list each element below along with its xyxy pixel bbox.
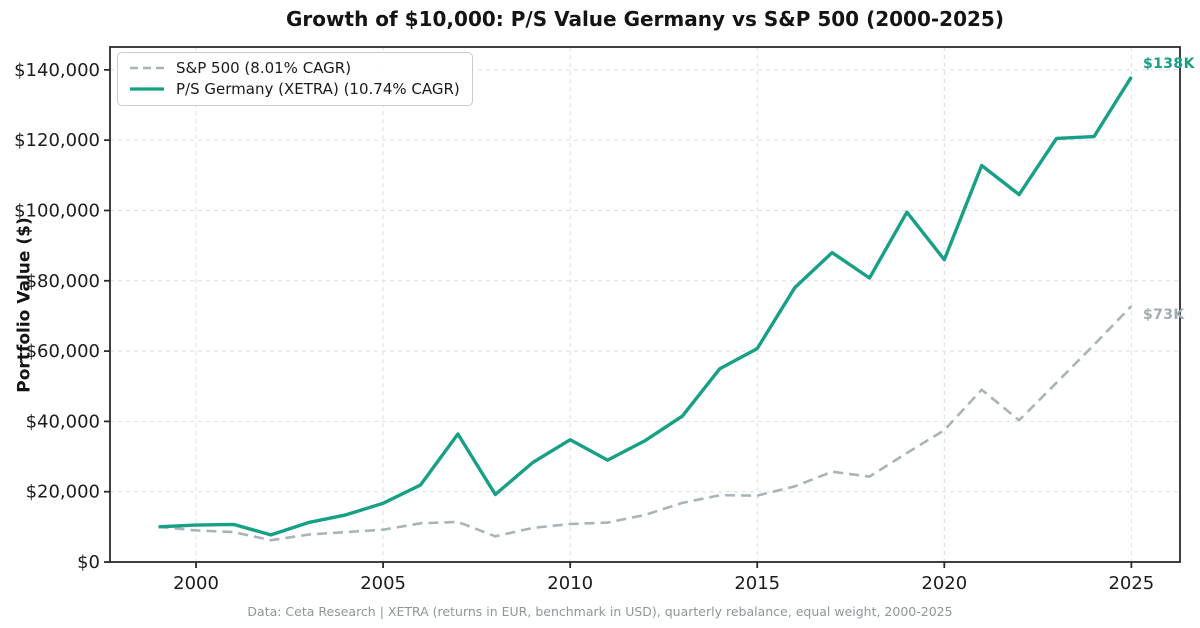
y-tick-label: $80,000: [26, 271, 100, 292]
legend-item-germany: P/S Germany (XETRA) (10.74% CAGR): [129, 80, 460, 98]
legend-box: S&P 500 (8.01% CAGR) P/S Germany (XETRA)…: [117, 52, 473, 106]
y-tick-label: $100,000: [14, 200, 100, 221]
x-tick-label: 2025: [1108, 573, 1154, 594]
chart-footnote: Data: Ceta Research | XETRA (returns in …: [247, 604, 953, 619]
x-tick-label: 2010: [547, 573, 593, 594]
end-label-sp500: $73K: [1143, 307, 1185, 323]
legend-sample-dashed-line: [130, 66, 164, 70]
legend-item-sp500: S&P 500 (8.01% CAGR): [129, 59, 460, 77]
x-tick-label: 2005: [360, 573, 406, 594]
y-tick-label: $60,000: [26, 341, 100, 362]
legend-sample-solid-line: [130, 87, 164, 91]
chart-title: Growth of $10,000: P/S Value Germany vs …: [286, 7, 1004, 31]
end-label-germany: $138K: [1143, 56, 1195, 72]
legend-label-sp500: S&P 500 (8.01% CAGR): [176, 59, 352, 77]
x-tick-label: 2020: [921, 573, 967, 594]
series-line-sp500: [158, 305, 1133, 542]
y-tick-label: $20,000: [26, 482, 100, 503]
y-tick-label: $140,000: [14, 60, 100, 81]
y-tick-label: $120,000: [14, 130, 100, 151]
legend-label-germany: P/S Germany (XETRA) (10.74% CAGR): [176, 80, 460, 98]
x-tick-label: 2000: [173, 573, 219, 594]
plot-border: [109, 46, 1181, 563]
y-tick-label: $40,000: [26, 411, 100, 432]
series-line-germany: [158, 75, 1133, 537]
y-tick-label: $0: [77, 552, 100, 573]
x-tick-label: 2015: [734, 573, 780, 594]
